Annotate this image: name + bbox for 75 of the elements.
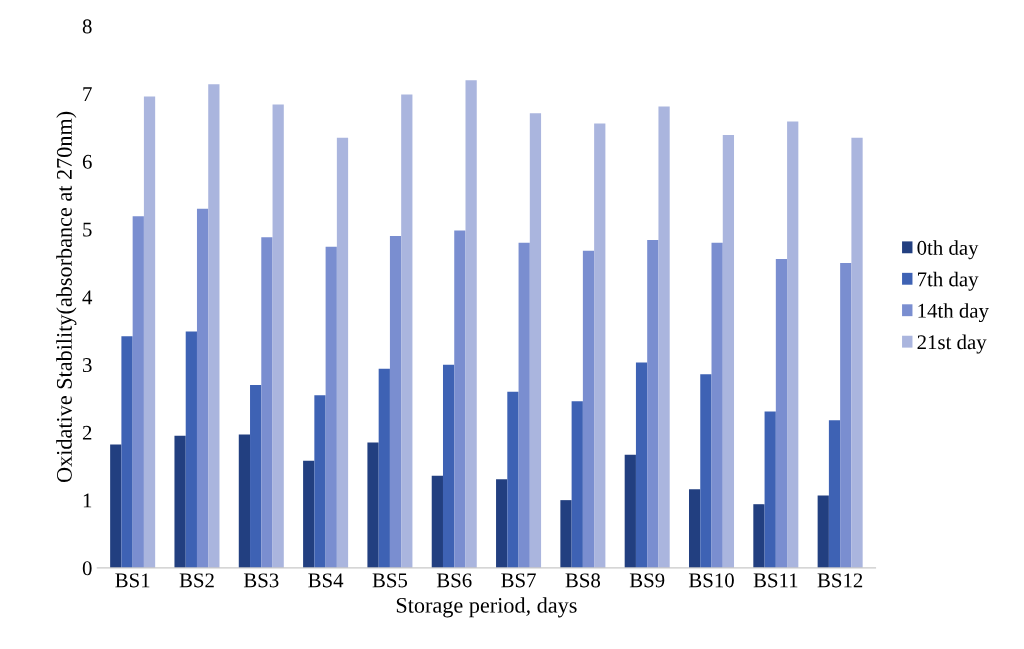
bar [238,434,251,568]
x-tick-label: BS12 [817,573,863,588]
bar [658,106,670,568]
bar [132,216,144,568]
bar [764,411,776,568]
bar [635,362,648,568]
bar [840,263,852,568]
bar [143,96,156,568]
y-tick-label: 4 [82,290,93,305]
y-tick-label: 5 [83,222,92,237]
bar [389,235,402,568]
bar [250,384,262,568]
y-tick-label: 6 [82,154,92,169]
legend-label: 21st day [917,334,987,354]
bar [110,444,122,568]
legend-label: 7th day [918,271,979,291]
bar [647,240,659,568]
y-tick-label: 1 [83,493,92,508]
x-axis-title: Storage period, days [396,597,577,618]
x-tick-label: BS1 [115,573,150,588]
bar [174,435,186,568]
x-tick-label: BS11 [753,573,798,588]
y-tick-label: 8 [82,19,92,34]
bar [303,460,315,568]
bar [261,237,273,568]
bar [367,442,379,568]
x-tick-label: BS5 [372,573,408,588]
bar [787,121,799,568]
legend-label: 14th day [918,303,989,323]
bar [496,479,508,568]
bar [775,258,788,568]
bar [185,331,197,568]
x-tick-label: BS4 [308,573,344,588]
y-tick-label: 3 [83,358,92,373]
y-tick-label: 7 [83,87,92,101]
bar [689,489,701,568]
bar [753,504,765,568]
bar [442,364,455,568]
bar [325,246,337,568]
bar [121,336,133,568]
bar [817,495,829,568]
bar [507,391,519,568]
bar [571,401,583,568]
x-tick-label: BS8 [565,573,601,588]
x-tick-label: BS9 [629,573,665,588]
legend-label: 0th day [917,240,979,260]
bar [401,94,413,568]
x-tick-label: BS7 [501,573,536,588]
y-tick-label: 0 [82,561,92,576]
y-axis-title: Oxidative Stability(absorbance at 270nm) [56,111,77,483]
x-tick-label: BS6 [436,573,472,588]
bar [378,368,390,568]
bar [711,242,723,568]
bar [851,137,863,568]
x-tick-label: BS3 [243,573,279,588]
bar [624,454,636,568]
y-tick-label: 2 [82,425,92,440]
bar [594,123,606,568]
bar [518,242,530,568]
bar [700,374,712,568]
bar [431,475,443,568]
bar [196,208,209,568]
bar [208,84,220,568]
bar [722,135,735,568]
bar [529,113,542,568]
bar [828,420,841,568]
bar [454,230,466,568]
x-tick-label: BS2 [179,573,214,588]
bar [336,137,349,568]
bar [465,80,477,568]
bar [560,500,572,568]
bar [582,250,595,568]
bar [314,395,326,568]
bar [272,104,284,568]
x-tick-label: BS10 [688,573,734,588]
